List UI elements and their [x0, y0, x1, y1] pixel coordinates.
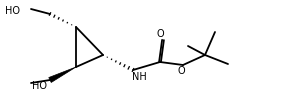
Text: O: O	[156, 29, 164, 39]
Text: O: O	[177, 66, 185, 76]
Text: HO: HO	[32, 81, 47, 91]
Text: HO: HO	[5, 6, 20, 16]
Polygon shape	[49, 67, 76, 82]
Text: NH: NH	[132, 72, 147, 82]
